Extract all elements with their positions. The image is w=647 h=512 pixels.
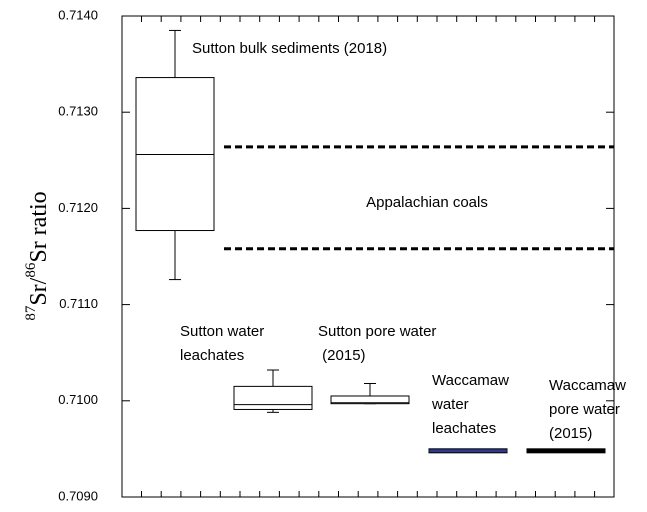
plot-frame xyxy=(121,15,615,498)
y-tick-label: 0.7140 xyxy=(58,7,98,22)
y-tick-label: 0.7130 xyxy=(58,104,98,119)
y-tick-label: 0.7120 xyxy=(58,200,98,215)
y-axis-label: 87Sr/86Sr ratio xyxy=(23,191,51,320)
category-label: Sutton pore water (2015) xyxy=(318,323,436,364)
y-tick-label: 0.7090 xyxy=(58,488,98,503)
box xyxy=(233,385,313,410)
category-label: Sutton water leachates xyxy=(180,323,264,364)
reference-label: Appalachian coals xyxy=(366,194,488,211)
y-tick-label: 0.7110 xyxy=(59,296,98,311)
category-label: Waccamaw pore water (2015) xyxy=(549,377,626,442)
category-label: Sutton bulk sediments (2018) xyxy=(192,40,387,57)
category-label: Waccamaw water leachates xyxy=(431,372,509,437)
box xyxy=(330,395,410,405)
y-tick-label: 0.7100 xyxy=(58,392,98,407)
